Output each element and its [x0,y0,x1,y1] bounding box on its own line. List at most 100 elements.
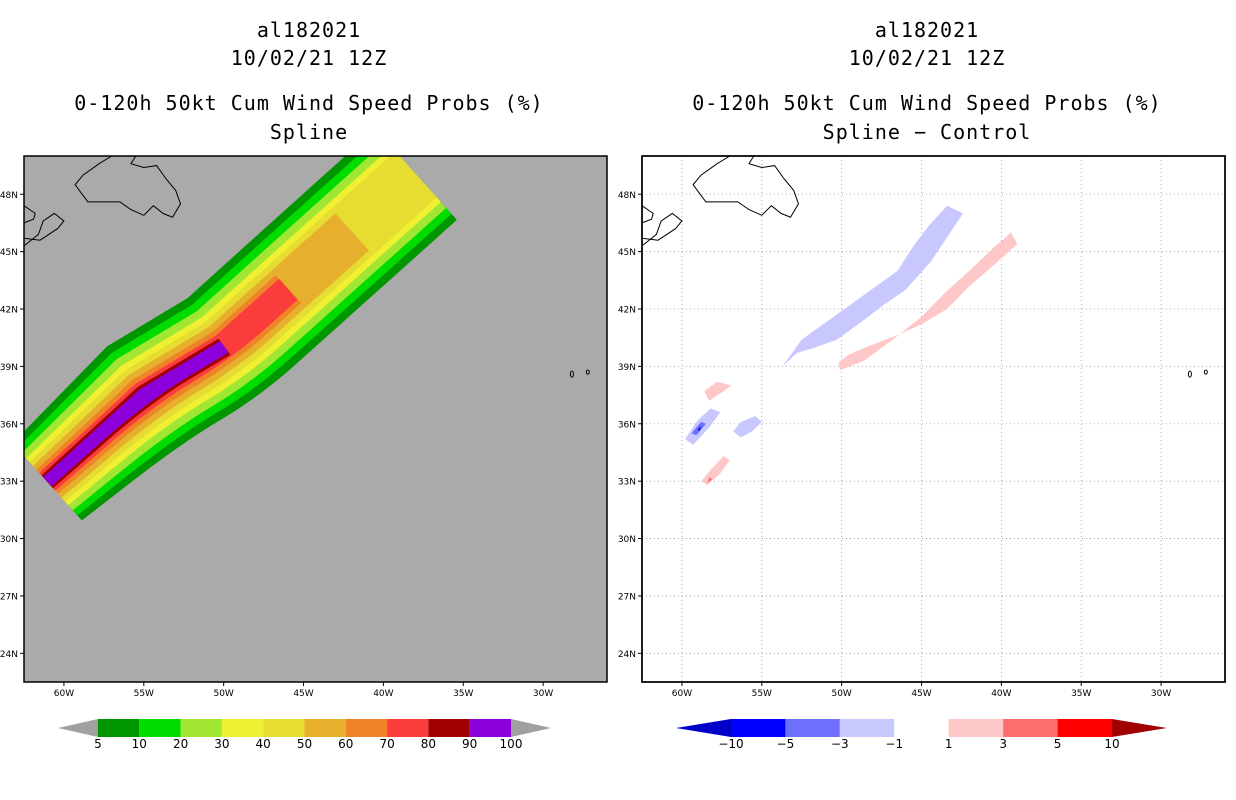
colorbar-swatch [180,719,222,737]
lat-tick-label: 36N [0,420,18,430]
lat-tick-label: 27N [618,592,636,602]
colorbar-swatch [839,719,895,737]
storm-id: al182021 [874,18,980,42]
azores-island [1187,370,1192,378]
colorbar-swatch [345,719,388,737]
newfoundland-coast [74,155,182,218]
colorbar-label: 1 [945,737,953,751]
lat-tick-label: 36N [618,420,636,430]
prob-band [43,341,229,486]
lat-tick-label: 30N [0,535,18,545]
azores-island [569,370,574,378]
colorbar-swatch [1003,719,1058,737]
colorbar-label: 5 [1054,737,1062,751]
lat-tick-label: 24N [618,650,636,660]
colorbar-arrow-low [58,719,98,737]
colorbar-swatch [1057,719,1112,737]
lon-tick-label: 45W [293,689,313,699]
difference-contours [685,205,1018,485]
colorbar-label: 40 [256,737,271,751]
forecast-datetime: 10/02/21 12Z [230,46,388,70]
lon-tick-label: 30W [533,689,553,699]
lon-tick-label: 40W [991,689,1011,699]
colorbar-label: 70 [379,737,394,751]
colorbar-label: 3 [999,737,1007,751]
colorbar-label: 90 [462,737,477,751]
difference-map: 48N 45N 42N 39N 36N 33N 30N 27N 24N 60W 55W 50W 45W 4… [618,155,1226,751]
colorbar-swatch [731,719,786,737]
negative-diff-region [697,425,702,432]
chart-title: 0-120h 50kt Cum Wind Speed Probs (%) [692,91,1162,115]
colorbar-swatch [469,719,511,737]
lat-tick-label: 33N [0,478,18,488]
lon-tick-label: 55W [134,689,154,699]
chart-title: 0-120h 50kt Cum Wind Speed Probs (%) [74,91,544,115]
lat-tick-label: 48N [618,191,636,201]
colorbar-label: 50 [297,737,312,751]
left-map-panel: al182021 10/02/21 12Z 0-120h 50kt Cum Wi… [0,18,608,751]
lat-tick-label: 45N [618,248,636,258]
coastline [641,155,1208,378]
colorbar-arrow-low [676,719,731,737]
colorbar-swatch [304,719,346,737]
lat-tick-label: 24N [0,650,18,660]
colorbar-label: −10 [718,737,743,751]
lon-tick-label: 60W [672,689,692,699]
lon-tick-label: 60W [54,689,74,699]
positive-diff-region [707,477,713,484]
colorbar: −10 −5 −3 −1 1 3 5 10 [676,719,1167,751]
colorbar-swatch [948,719,1004,737]
lat-tick-label: 39N [618,363,636,373]
azores-island [585,369,590,375]
lat-tick-label: 30N [618,535,636,545]
positive-diff-region [701,456,730,485]
colorbar-label: 20 [173,737,188,751]
nova-scotia-coast [641,212,683,247]
lat-tick-label: 45N [0,248,18,258]
colorbar-label: 5 [94,737,102,751]
lon-tick-label: 50W [213,689,233,699]
colorbar-label: −1 [885,737,903,751]
positive-diff-region [838,232,1018,371]
colorbar-arrow-high [511,719,551,737]
lon-tick-label: 35W [453,689,473,699]
nova-scotia-coast [23,212,65,247]
colorbar-label: 10 [132,737,147,751]
storm-id: al182021 [256,18,362,42]
lat-tick-label: 42N [0,306,18,316]
lon-tick-label: 55W [752,689,772,699]
colorbar-label: 10 [1104,737,1119,751]
colorbar-label: 100 [500,737,523,751]
colorbar-swatch [785,719,840,737]
lat-tick-label: 39N [0,363,18,373]
colorbar: 5 10 20 30 40 50 60 70 80 90 100 [58,719,551,751]
lon-tick-label: 45W [911,689,931,699]
colorbar-label: −3 [831,737,849,751]
lat-tick-label: 33N [618,478,636,488]
lon-tick-label: 50W [831,689,851,699]
lat-tick-label: 27N [0,592,18,602]
lat-tick-label: 48N [0,191,18,201]
lon-tick-label: 30W [1151,689,1171,699]
colorbar-swatch [98,719,140,737]
newfoundland-coast [692,155,800,218]
colorbar-label: −5 [777,737,795,751]
lat-tick-label: 42N [618,306,636,316]
forecast-datetime: 10/02/21 12Z [848,46,1006,70]
negative-diff-region [733,416,762,438]
probability-swath [24,156,457,521]
colorbar-swatch [387,719,429,737]
chart-subtitle: Spline [269,120,349,144]
chart-subtitle: Spline − Control [822,120,1032,144]
colorbar-arrow-high [1112,719,1167,737]
negative-diff-region [782,205,963,367]
azores-island [1203,369,1208,375]
map-axes: 48N 45N 42N 39N 36N 33N 30N 27N 24N 60W 55W 50W 45W 4… [0,155,608,699]
positive-diff-region [704,381,732,401]
map-frame [23,155,608,683]
right-map-panel: al182021 10/02/21 12Z 0-120h 50kt Cum Wi… [618,0,1236,800]
cape-breton-coast [23,205,36,224]
colorbar-swatch [263,719,305,737]
probability-map: 48N 45N 42N 39N 36N 33N 30N 27N 24N 60W 55W 50W 45W 4… [0,155,608,751]
lon-tick-label: 40W [373,689,393,699]
